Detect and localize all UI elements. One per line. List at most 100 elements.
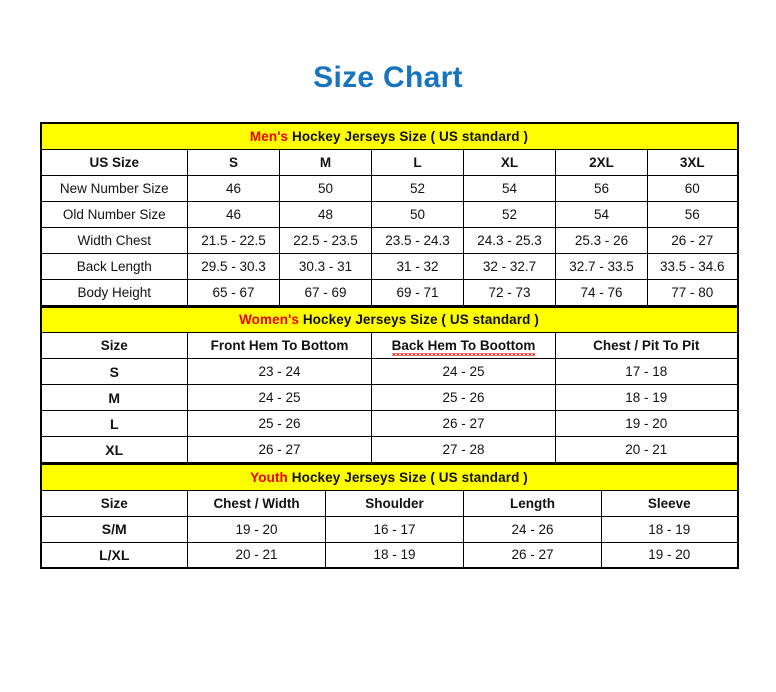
womens-row-label-3: XL [40,436,188,463]
youth-banner-row: Youth Hockey Jerseys Size ( US standard … [39,463,739,491]
mens-banner-row: Men's Hockey Jerseys Size ( US standard … [39,122,739,150]
womens-col-header-1: Front Hem To Bottom [187,332,372,359]
youth-col-header-3: Length [463,489,602,517]
womens-cell-2-2: 19 - 20 [554,410,739,437]
mens-cell-1-1: 48 [279,200,372,228]
womens-cell-1-2: 18 - 19 [554,384,739,411]
womens-col-header-2: Back Hem To Boottom [371,332,556,359]
mens-row-label-4: Body Height [40,278,188,306]
spellcheck-underline: Back Hem To Boottom [391,338,536,356]
womens-cell-3-2: 20 - 21 [554,436,739,463]
womens-cell-2-1: 26 - 27 [371,410,556,437]
youth-row-label-0: S/M [40,515,188,543]
womens-row-label-0: S [40,358,188,385]
womens-col-header-0: Size [40,332,188,359]
mens-col-header-2: M [279,148,372,176]
mens-cell-1-0: 46 [187,200,280,228]
youth-row-label-1: L/XL [40,541,188,569]
mens-cell-3-1: 30.3 - 31 [279,252,372,280]
table-row: XL 26 - 27 27 - 28 20 - 21 [40,436,739,463]
womens-cell-2-0: 25 - 26 [187,410,372,437]
mens-row-label-2: Width Chest [40,226,188,254]
mens-col-header-6: 3XL [646,148,739,176]
mens-cell-2-0: 21.5 - 22.5 [187,226,280,254]
mens-header-row: US Size S M L XL 2XL 3XL [40,148,739,176]
mens-cell-0-1: 50 [279,174,372,202]
table-row: S 23 - 24 24 - 25 17 - 18 [40,358,739,385]
size-tables-container: Men's Hockey Jerseys Size ( US standard … [39,122,739,569]
mens-cell-3-4: 32.7 - 33.5 [555,252,648,280]
womens-row-label-1: M [40,384,188,411]
youth-cell-1-3: 19 - 20 [600,541,739,569]
youth-header-row: Size Chest / Width Shoulder Length Sleev… [40,489,739,517]
mens-cell-1-5: 56 [646,200,739,228]
mens-cell-4-5: 77 - 80 [646,278,739,306]
womens-section-banner: Women's Hockey Jerseys Size ( US standar… [39,306,739,333]
mens-col-header-3: L [371,148,464,176]
mens-cell-2-2: 23.5 - 24.3 [371,226,464,254]
table-row: L 25 - 26 26 - 27 19 - 20 [40,410,739,437]
mens-cell-4-3: 72 - 73 [463,278,556,306]
youth-col-header-2: Shoulder [325,489,464,517]
mens-cell-4-4: 74 - 76 [555,278,648,306]
table-row: M 24 - 25 25 - 26 18 - 19 [40,384,739,411]
womens-banner-row: Women's Hockey Jerseys Size ( US standar… [39,306,739,333]
mens-cell-0-5: 60 [646,174,739,202]
youth-cell-1-2: 26 - 27 [463,541,602,569]
youth-col-header-0: Size [40,489,188,517]
womens-banner-rest: Hockey Jerseys Size ( US standard ) [298,312,539,328]
youth-banner-rest: Hockey Jerseys Size ( US standard ) [287,469,528,485]
table-row: Width Chest 21.5 - 22.5 22.5 - 23.5 23.5… [40,226,739,254]
mens-cell-1-4: 54 [555,200,648,228]
mens-row-label-0: New Number Size [40,174,188,202]
mens-cell-2-3: 24.3 - 25.3 [463,226,556,254]
youth-cell-0-2: 24 - 26 [463,515,602,543]
table-row: Back Length 29.5 - 30.3 30.3 - 31 31 - 3… [40,252,739,280]
page-title: Size Chart [313,61,463,94]
mens-col-header-5: 2XL [555,148,648,176]
mens-col-header-4: XL [463,148,556,176]
mens-cell-0-2: 52 [371,174,464,202]
youth-cell-0-3: 18 - 19 [600,515,739,543]
table-row: L/XL 20 - 21 18 - 19 26 - 27 19 - 20 [40,541,739,569]
youth-cell-1-0: 20 - 21 [187,541,326,569]
womens-cell-0-0: 23 - 24 [187,358,372,385]
mens-cell-0-0: 46 [187,174,280,202]
youth-section-banner: Youth Hockey Jerseys Size ( US standard … [39,463,739,491]
mens-banner-rest: Hockey Jerseys Size ( US standard ) [288,128,529,144]
mens-cell-4-2: 69 - 71 [371,278,464,306]
mens-cell-3-5: 33.5 - 34.6 [646,252,739,280]
youth-col-header-1: Chest / Width [187,489,326,517]
mens-cell-3-3: 32 - 32.7 [463,252,556,280]
mens-cell-4-0: 65 - 67 [187,278,280,306]
mens-cell-2-1: 22.5 - 23.5 [279,226,372,254]
womens-cell-1-1: 25 - 26 [371,384,556,411]
table-row: S/M 19 - 20 16 - 17 24 - 26 18 - 19 [40,515,739,543]
mens-cell-4-1: 67 - 69 [279,278,372,306]
youth-size-table: Youth Hockey Jerseys Size ( US standard … [39,463,739,569]
mens-col-header-1: S [187,148,280,176]
youth-cell-1-1: 18 - 19 [325,541,464,569]
youth-cell-0-0: 19 - 20 [187,515,326,543]
table-row: Old Number Size 46 48 50 52 54 56 [40,200,739,228]
womens-row-label-2: L [40,410,188,437]
table-row: New Number Size 46 50 52 54 56 60 [40,174,739,202]
mens-row-label-1: Old Number Size [40,200,188,228]
mens-row-label-3: Back Length [40,252,188,280]
womens-cell-3-0: 26 - 27 [187,436,372,463]
womens-cell-0-2: 17 - 18 [554,358,739,385]
womens-cell-0-1: 24 - 25 [371,358,556,385]
mens-banner-accent: Men's [249,128,289,144]
youth-banner-accent: Youth [250,469,288,485]
womens-col-header-3: Chest / Pit To Pit [554,332,739,359]
mens-cell-2-4: 25.3 - 26 [555,226,648,254]
mens-cell-3-2: 31 - 32 [371,252,464,280]
mens-size-table: Men's Hockey Jerseys Size ( US standard … [39,122,739,306]
table-row: Body Height 65 - 67 67 - 69 69 - 71 72 -… [40,278,739,306]
mens-section-banner: Men's Hockey Jerseys Size ( US standard … [39,122,739,150]
mens-cell-3-0: 29.5 - 30.3 [187,252,280,280]
mens-col-header-0: US Size [40,148,188,176]
womens-size-table: Women's Hockey Jerseys Size ( US standar… [39,305,739,463]
womens-cell-1-0: 24 - 25 [187,384,372,411]
